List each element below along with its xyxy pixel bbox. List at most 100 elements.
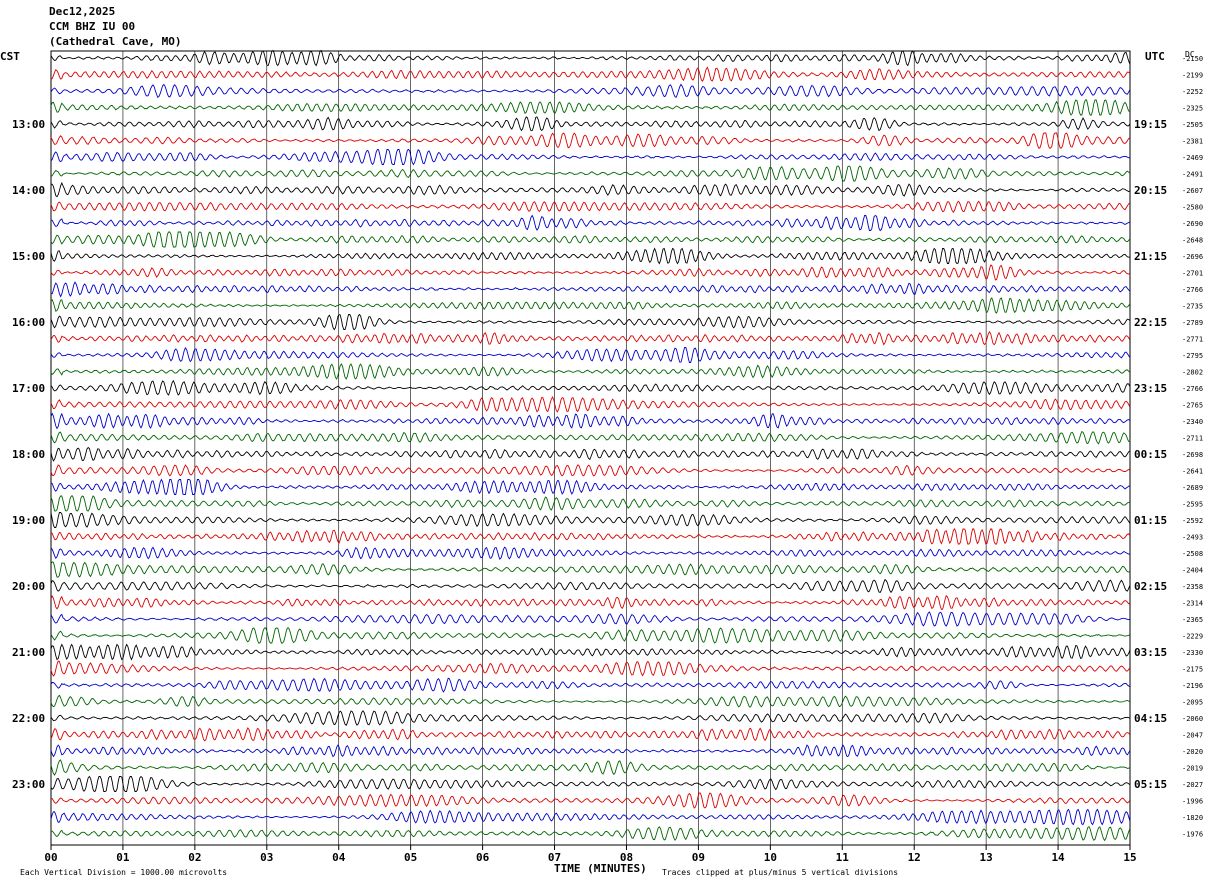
x-tick-label: 10 <box>764 851 777 864</box>
seismic-trace <box>50 330 1131 346</box>
seismic-trace <box>50 677 1131 693</box>
right-hour-label: 22:15 <box>1134 316 1167 329</box>
right-hour-label: 04:15 <box>1134 712 1167 725</box>
trace-dc-offset-label: -2325 <box>1182 105 1203 113</box>
trace-dc-offset-label: -2795 <box>1182 352 1203 360</box>
seismic-trace <box>50 430 1130 445</box>
seismic-trace <box>50 611 1130 627</box>
x-tick-label: 03 <box>260 851 273 864</box>
trace-dc-offset-label: -2766 <box>1182 286 1203 294</box>
seismic-trace <box>50 200 1131 213</box>
seismic-trace <box>50 165 1131 182</box>
trace-dc-offset-label: -2314 <box>1182 600 1203 608</box>
seismic-trace <box>50 132 1131 149</box>
trace-dc-offset-label: -2648 <box>1182 237 1203 245</box>
right-timezone-label: UTC <box>1145 50 1165 63</box>
trace-dc-offset-label: -1820 <box>1182 814 1203 822</box>
trace-dc-offset-label: -2580 <box>1182 204 1203 212</box>
location-label: (Cathedral Cave, MO) <box>49 35 182 48</box>
left-hour-label: 14:00 <box>12 184 45 197</box>
x-tick-label: 14 <box>1051 851 1065 864</box>
x-tick-label: 07 <box>548 851 561 864</box>
trace-dc-offset-label: -2641 <box>1182 468 1203 476</box>
left-hour-label: 23:00 <box>12 778 45 791</box>
trace-dc-offset-label: -2508 <box>1182 550 1203 558</box>
seismic-trace <box>50 346 1131 363</box>
trace-dc-offset-label: -2765 <box>1182 402 1203 410</box>
seismic-trace <box>50 66 1131 82</box>
trace-dc-offset-label: -2789 <box>1182 319 1203 327</box>
x-tick-label: 00 <box>44 851 57 864</box>
right-hour-label: 23:15 <box>1134 382 1167 395</box>
trace-dc-offset-label: -2150 <box>1182 55 1203 63</box>
seismic-trace <box>50 775 1131 793</box>
x-tick-label: 02 <box>188 851 201 864</box>
x-tick-label: 09 <box>692 851 705 864</box>
seismic-trace <box>50 528 1131 545</box>
seismic-trace <box>50 83 1131 99</box>
seismic-trace <box>50 379 1131 396</box>
trace-dc-offset-label: -2802 <box>1182 369 1203 377</box>
trace-dc-offset-label: -2060 <box>1182 715 1203 723</box>
seismic-trace <box>50 512 1131 528</box>
trace-dc-offset-label: -2735 <box>1182 303 1203 311</box>
left-hour-label: 22:00 <box>12 712 45 725</box>
trace-dc-offset-label: -2607 <box>1182 187 1203 195</box>
right-hour-label: 03:15 <box>1134 646 1167 659</box>
right-hour-label: 21:15 <box>1134 250 1167 263</box>
x-tick-label: 06 <box>476 851 490 864</box>
seismic-trace <box>50 395 1131 413</box>
seismic-trace <box>50 759 1130 776</box>
seismic-trace <box>50 578 1131 594</box>
x-tick-label: 12 <box>908 851 921 864</box>
seismic-trace <box>50 446 1131 462</box>
clip-note: Traces clipped at plus/minus 5 vertical … <box>662 868 899 877</box>
left-hour-label: 16:00 <box>12 316 45 329</box>
trace-dc-offset-label: -2592 <box>1182 517 1203 525</box>
trace-dc-offset-label: -2766 <box>1182 385 1203 393</box>
seismic-trace <box>50 744 1131 758</box>
trace-dc-offset-label: -2701 <box>1182 270 1203 278</box>
seismic-trace <box>50 231 1131 248</box>
scale-note: Each Vertical Division = 1000.00 microvo… <box>20 868 228 877</box>
trace-dc-offset-label: -2252 <box>1182 88 1203 96</box>
trace-dc-offset-label: -2019 <box>1182 765 1203 773</box>
trace-dc-offset-label: -2199 <box>1182 72 1203 80</box>
right-hour-label: 19:15 <box>1134 118 1167 131</box>
trace-dc-offset-label: -2020 <box>1182 748 1203 756</box>
seismic-trace <box>50 281 1131 298</box>
trace-dc-offset-label: -2711 <box>1182 435 1203 443</box>
station-label: CCM BHZ IU 00 <box>49 20 136 33</box>
right-hour-label: 05:15 <box>1134 778 1167 791</box>
right-hour-label: 20:15 <box>1134 184 1167 197</box>
seismic-trace <box>50 264 1130 281</box>
seismic-trace <box>50 495 1131 512</box>
x-tick-label: 15 <box>1123 851 1136 864</box>
x-tick-label: 08 <box>620 851 633 864</box>
seismic-trace <box>50 116 1131 132</box>
seismic-trace <box>50 643 1131 661</box>
left-hour-label: 20:00 <box>12 580 45 593</box>
x-tick-label: 11 <box>836 851 850 864</box>
x-axis-label: TIME (MINUTES) <box>554 862 647 875</box>
seismic-trace <box>50 727 1131 742</box>
date-label: Dec12,2025 <box>49 5 116 18</box>
seismic-trace <box>50 214 1131 232</box>
right-hour-label: 02:15 <box>1134 580 1167 593</box>
trace-dc-offset-label: -2381 <box>1182 138 1203 146</box>
seismic-trace <box>50 148 1130 166</box>
trace-dc-offset-label: -2229 <box>1182 633 1203 641</box>
x-tick-label: 05 <box>404 851 417 864</box>
trace-dc-offset-label: -2095 <box>1182 699 1203 707</box>
trace-dc-offset-label: -2047 <box>1182 732 1203 740</box>
trace-dc-offset-label: -2340 <box>1182 418 1203 426</box>
trace-dc-offset-label: -2358 <box>1182 583 1203 591</box>
trace-dc-offset-label: -2404 <box>1182 567 1203 575</box>
trace-dc-offset-label: -1996 <box>1182 798 1203 806</box>
dc-header-label: DC <box>1185 50 1195 59</box>
trace-dc-offset-label: -2505 <box>1182 121 1203 129</box>
seismic-trace <box>50 627 1130 644</box>
left-hour-label: 21:00 <box>12 646 45 659</box>
trace-dc-offset-label: -2469 <box>1182 154 1203 162</box>
left-hour-label: 13:00 <box>12 118 45 131</box>
